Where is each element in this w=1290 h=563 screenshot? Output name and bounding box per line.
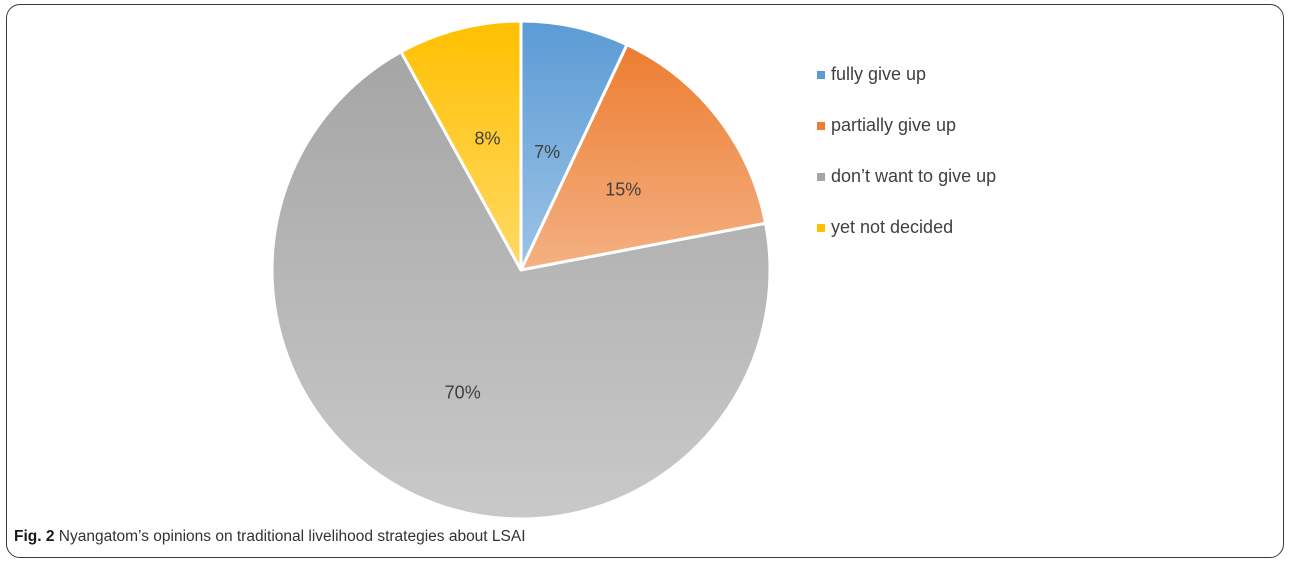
caption-label: Fig. 2 — [14, 528, 55, 545]
caption-text: Nyangatom’s opinions on traditional live… — [58, 528, 526, 545]
data-label-yet-not-decided: 8% — [475, 129, 501, 149]
pie-slice-fully-give-up — [519, 19, 629, 272]
legend-swatch-yet-not-decided — [817, 224, 825, 232]
legend-label-yet-not-decided: yet not decided — [831, 217, 953, 237]
data-label-partially-give-up: 15% — [605, 179, 641, 199]
legend-swatch-fully-give-up — [817, 71, 825, 79]
pie-slices — [270, 19, 772, 521]
figure-caption: Fig. 2 Nyangatom’s opinions on tradition… — [14, 528, 526, 546]
legend-swatch-don-t-want-to-give-up — [817, 173, 825, 181]
legend-item-don-t-want-to-give-up: don’t want to give up — [817, 166, 996, 186]
data-label-fully-give-up: 7% — [534, 142, 560, 162]
pie-slice-partially-give-up — [519, 43, 768, 272]
pie-labels: 7% 15% 70% 8% — [445, 129, 642, 403]
legend-item-partially-give-up: partially give up — [817, 115, 956, 135]
legend-label-don-t-want-to-give-up: don’t want to give up — [831, 166, 996, 186]
legend-label-partially-give-up: partially give up — [831, 115, 956, 135]
data-label-don-t-want-to-give-up: 70% — [445, 383, 481, 403]
legend-swatch-partially-give-up — [817, 122, 825, 130]
legend-item-fully-give-up: fully give up — [817, 64, 926, 84]
pie-slice-yet-not-decided — [399, 19, 523, 272]
legend-label-fully-give-up: fully give up — [831, 64, 926, 84]
pie-slice-don-t-want-to-give-up — [270, 50, 772, 521]
legend: fully give up partially give up don’t want… — [817, 64, 996, 237]
legend-item-yet-not-decided: yet not decided — [817, 217, 953, 237]
